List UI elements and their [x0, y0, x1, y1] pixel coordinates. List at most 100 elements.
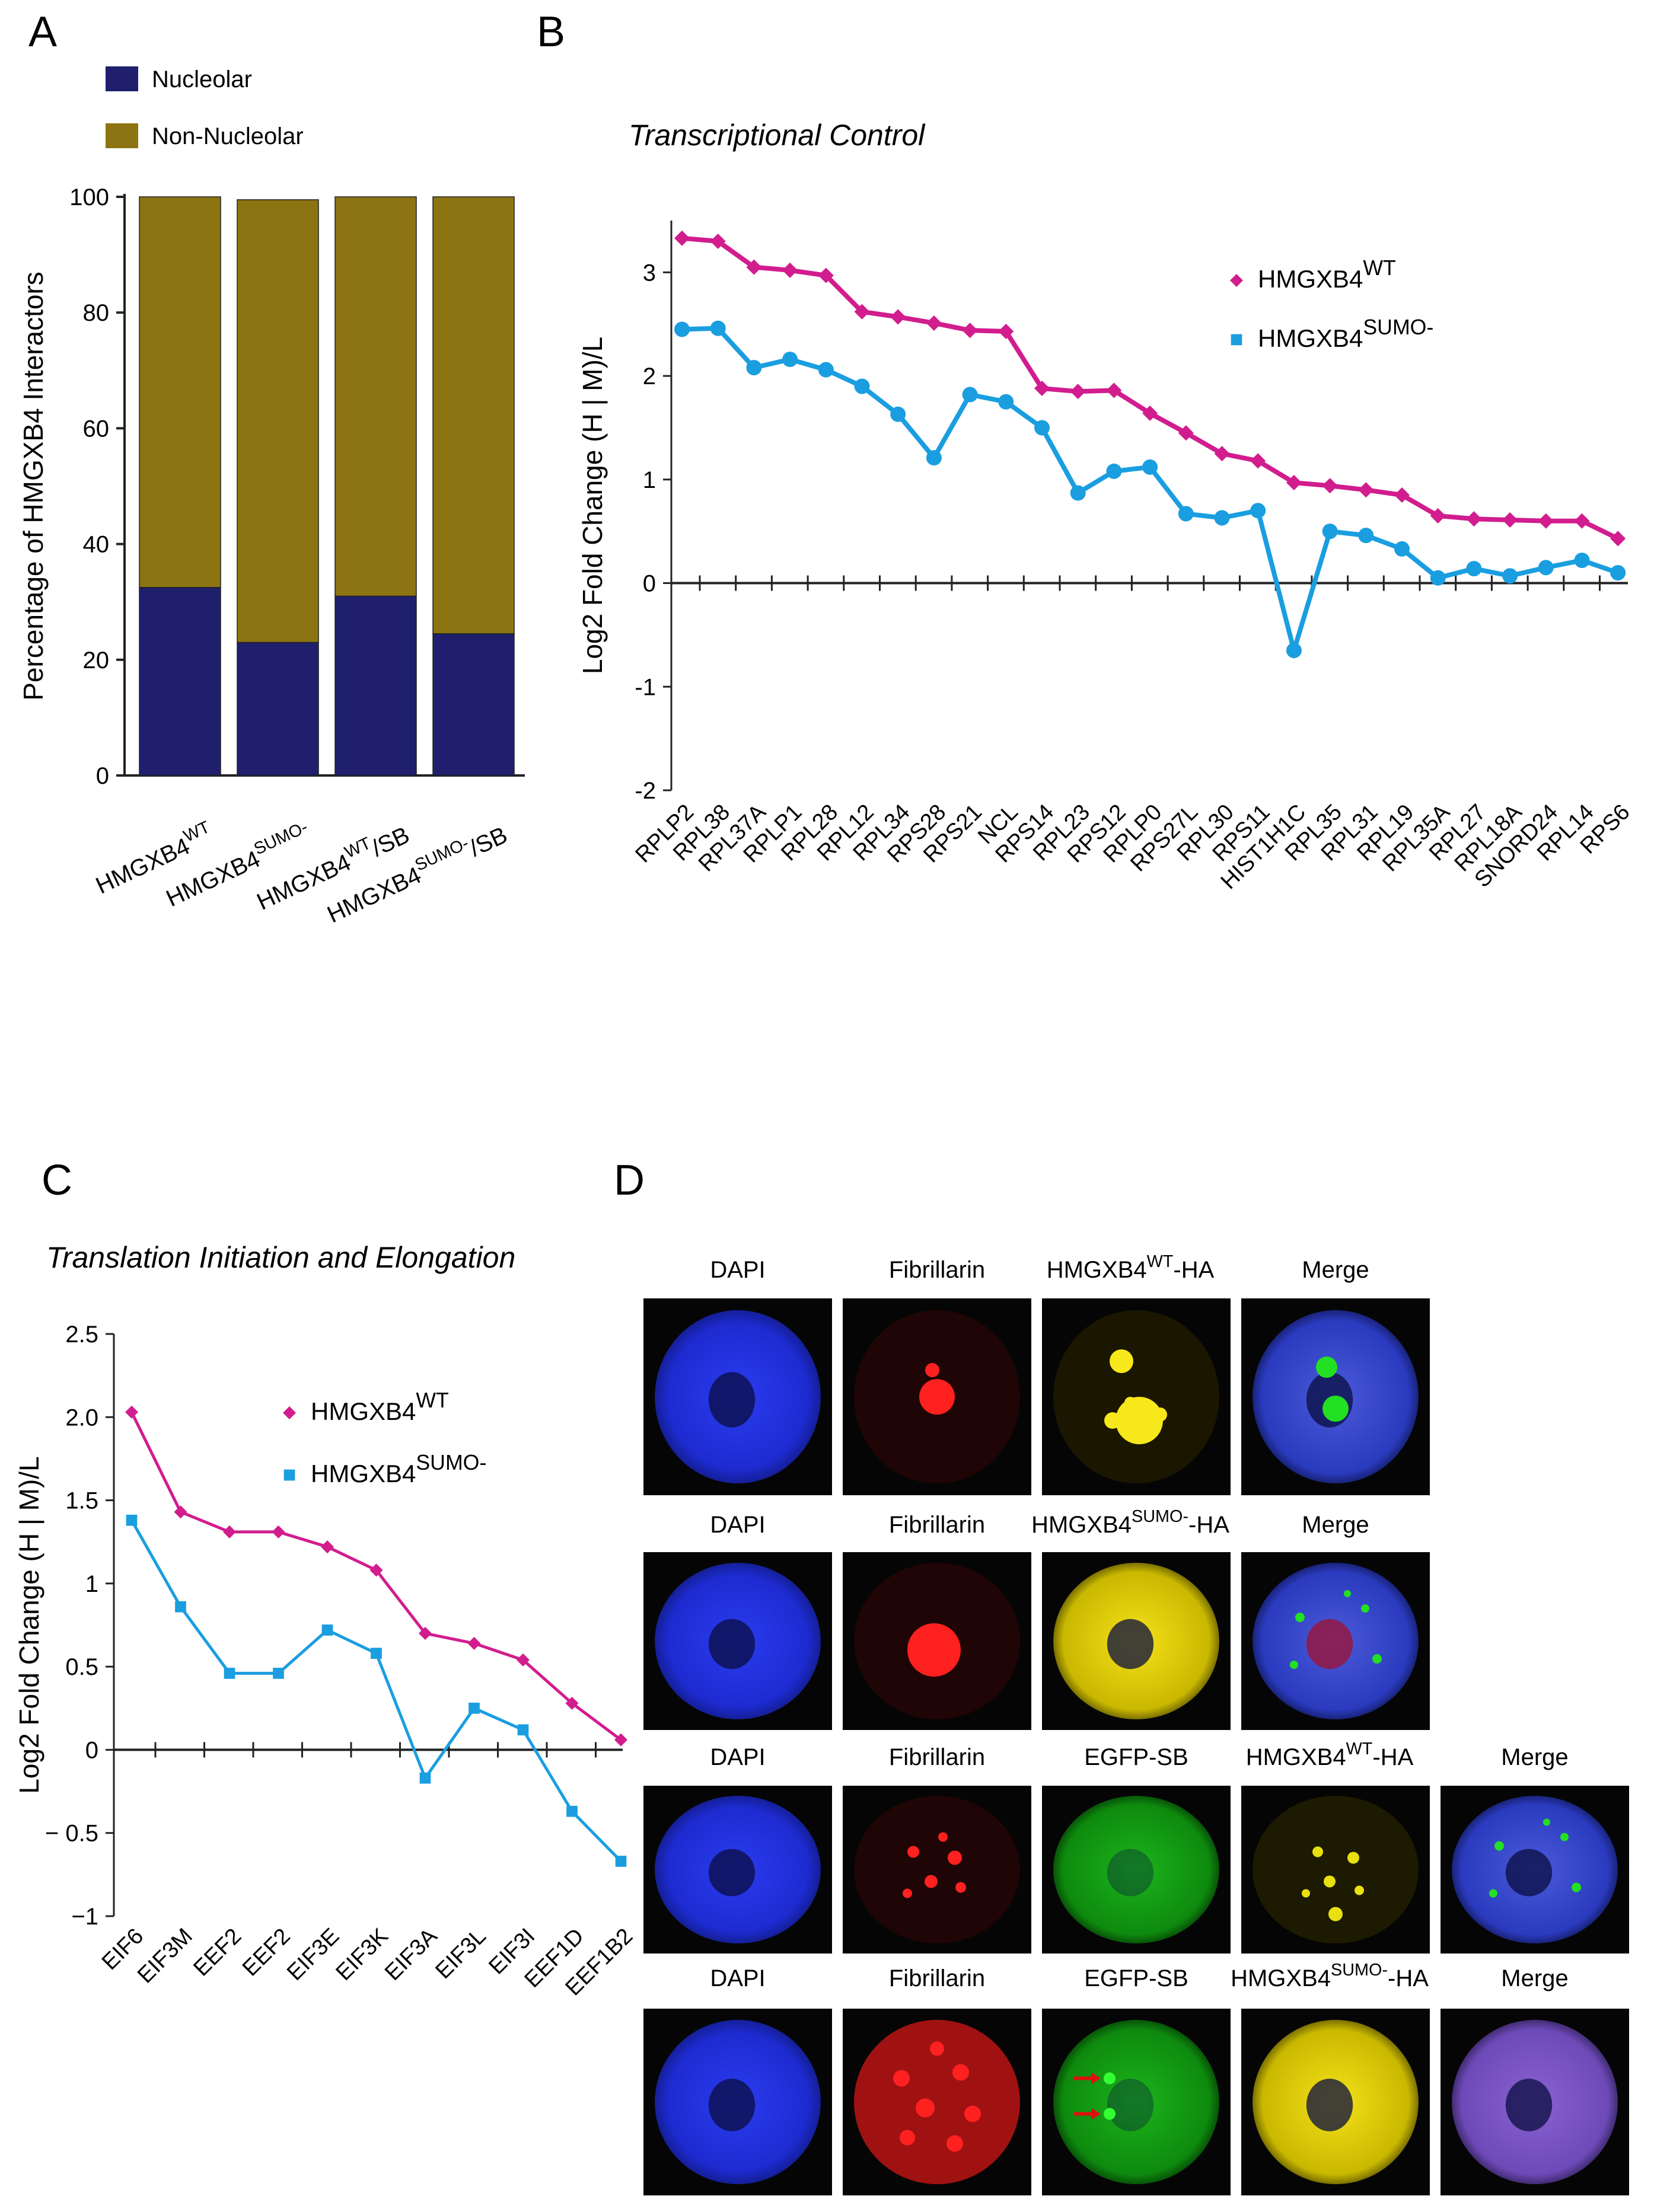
signal-spot: [1124, 1397, 1136, 1409]
nucleolus-spot: [964, 2105, 981, 2122]
y-tick-label: 2: [643, 363, 656, 390]
data-point-sumo: [371, 1648, 382, 1659]
nucleolus: [1107, 2079, 1154, 2131]
image-label: DAPI: [710, 1257, 765, 1283]
nucleolus: [708, 1619, 756, 1670]
image-label: EGFP-SB: [1084, 1965, 1188, 1991]
signal-spot: [1104, 2072, 1116, 2085]
legend-label: HMGXB4SUMO-: [311, 1451, 486, 1488]
label-suffix: -HA: [1188, 1512, 1229, 1538]
data-point-sumo: [321, 1624, 333, 1636]
merge-spot: [1361, 1604, 1369, 1613]
data-point-sumo: [419, 1772, 431, 1784]
label-suffix: /SB: [368, 822, 413, 861]
signal-spot: [1328, 1907, 1343, 1921]
data-point-sumo: [782, 352, 798, 368]
bar-segment-nucleolar: [432, 633, 515, 776]
data-point-sumo: [1034, 420, 1050, 436]
image-hmgxb4-sumo-ha: [1241, 2009, 1430, 2195]
data-point-wt: [710, 233, 726, 249]
nucleolus: [1505, 1849, 1553, 1897]
image-label: Merge: [1302, 1257, 1369, 1283]
nucleolus-spot: [955, 1882, 966, 1893]
nucleolus-spot: [946, 2135, 963, 2152]
x-tick-label: EIF3M: [133, 1924, 197, 1988]
image-egfp-sb: [1042, 2009, 1231, 2195]
image-dapi: [643, 1786, 832, 1954]
data-point-sumo: [746, 360, 762, 376]
y-tick-label: -1: [635, 674, 656, 700]
merge-spot: [1322, 1396, 1349, 1422]
data-point-sumo: [1430, 570, 1446, 586]
label-sup: SUMO-: [251, 818, 311, 859]
image-merge: [1441, 2009, 1629, 2195]
series-name-sup: WT: [1363, 256, 1395, 280]
merge-spot: [1295, 1613, 1305, 1622]
nucleolus-spot: [938, 1832, 948, 1842]
data-point-wt: [369, 1563, 383, 1577]
data-point-sumo: [1286, 643, 1302, 659]
series-name-base: HMGXB4: [1258, 265, 1363, 293]
image-fibrillarin: [843, 1298, 1031, 1495]
data-point-sumo: [517, 1724, 529, 1736]
data-point-wt: [1070, 384, 1086, 400]
data-point-wt: [998, 323, 1014, 339]
data-point-wt: [223, 1525, 236, 1538]
series-line-sumo: [681, 325, 1619, 659]
data-point-sumo: [1538, 560, 1554, 576]
signal-spot: [1302, 1889, 1310, 1898]
data-point-wt: [962, 323, 978, 339]
series-name-sup: SUMO-: [416, 1451, 486, 1474]
nucleus: [854, 2019, 1020, 2185]
data-point-wt: [125, 1405, 138, 1419]
data-point-sumo: [1250, 503, 1266, 519]
y-tick-label: 2.0: [65, 1405, 98, 1431]
image-dapi: [643, 1552, 832, 1730]
y-tick-label: 80: [83, 300, 110, 326]
data-point-wt: [674, 230, 690, 246]
nucleolus: [708, 1372, 756, 1428]
nucleolus-spot: [907, 1623, 961, 1677]
y-tick-label: 3: [643, 260, 656, 286]
nucleolus: [1306, 1619, 1353, 1670]
data-point-sumo: [926, 450, 942, 466]
merge-spot: [1344, 1590, 1351, 1597]
legend-label: HMGXB4WT: [311, 1389, 449, 1425]
image-label: Fibrillarin: [889, 1744, 985, 1770]
label-sup: SUMO-: [1132, 1507, 1188, 1526]
legend-swatch-non-nucleolar: [106, 123, 138, 148]
signal-spot: [1355, 1885, 1364, 1895]
data-point-sumo: [1466, 561, 1482, 577]
chart-b-line: Transcriptional Control -2 -1 0 1 2 3 Log2 Fold…: [577, 119, 1635, 894]
merge-spot: [1494, 1841, 1504, 1851]
data-point-sumo: [615, 1856, 627, 1867]
nucleolus-spot: [930, 2041, 944, 2056]
panel-letter-a: A: [28, 8, 57, 56]
data-point-sumo: [998, 394, 1014, 410]
data-point-sumo: [1070, 485, 1086, 501]
image-label: Fibrillarin: [889, 1512, 985, 1538]
signal-spot: [1116, 1397, 1163, 1444]
series-line-wt: [681, 235, 1619, 541]
series-name-base: HMGXB4: [1258, 324, 1363, 352]
data-point-wt: [419, 1627, 432, 1640]
x-tick-label: EIF3K: [331, 1924, 393, 1986]
data-point-sumo: [126, 1514, 138, 1526]
data-point-wt: [1322, 478, 1338, 494]
label-suffix: -HA: [1388, 1965, 1429, 1991]
image-label: HMGXB4WT-HA: [1047, 1252, 1215, 1283]
data-point-sumo: [1610, 565, 1626, 581]
data-point-wt: [1502, 512, 1518, 528]
bar-segment-non-nucleolar: [334, 196, 417, 597]
signal-spot: [1324, 1875, 1336, 1888]
y-axis-label: Log2 Fold Change (H | M)/L: [577, 337, 608, 674]
data-point-wt: [890, 309, 906, 325]
image-label: Merge: [1302, 1512, 1369, 1538]
data-point-wt: [467, 1636, 481, 1650]
image-label: Merge: [1501, 1965, 1568, 1991]
data-point-wt: [854, 304, 870, 320]
chart-a-stacked-bar: Nucleolar Non-Nucleolar 0 20 40 60 80 100 Percen…: [18, 66, 525, 928]
image-label: HMGXB4SUMO--HA: [1031, 1507, 1229, 1538]
y-tick-label: −1: [71, 1904, 98, 1930]
